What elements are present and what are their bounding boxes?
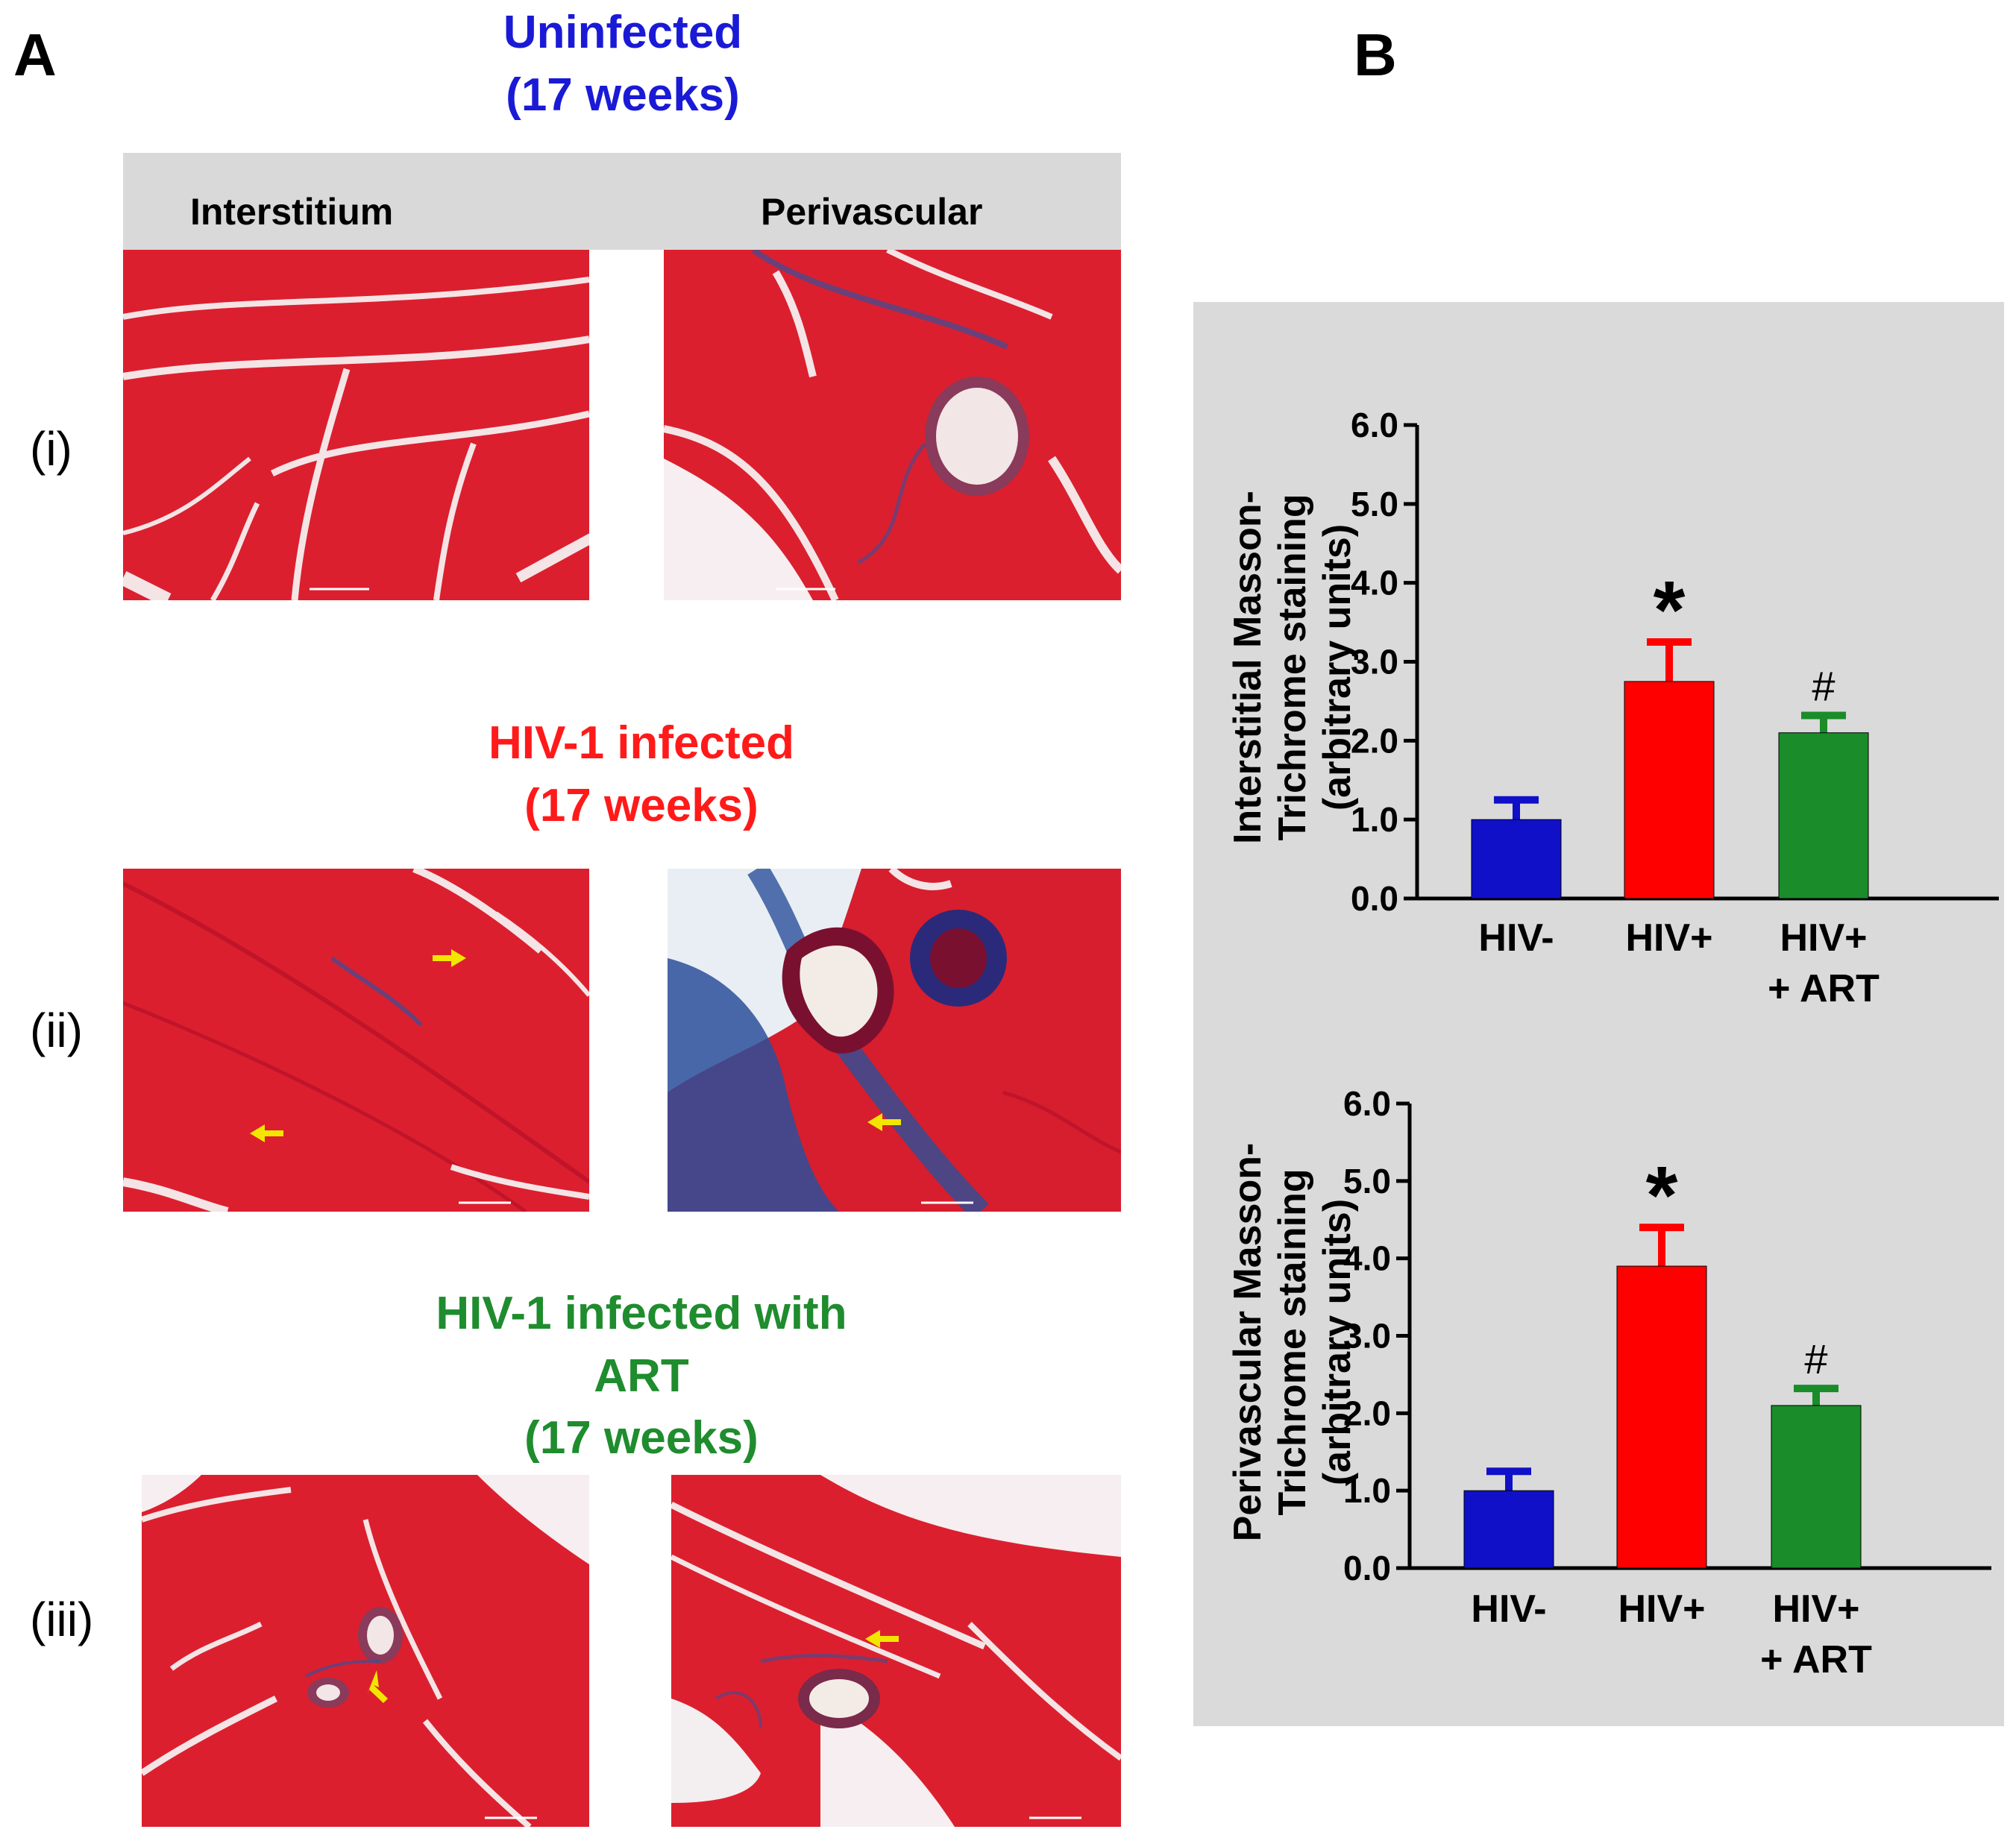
y-tick-label: 6.0	[1351, 406, 1398, 444]
micrograph-uninfected-interstitium	[123, 250, 589, 600]
micrograph-hiv-interstitium	[123, 869, 589, 1212]
y-tick-label: 2.0	[1343, 1394, 1391, 1432]
charts-svg: Interstitial Masson-Trichrome staining(a…	[1226, 406, 1999, 1681]
y-tick-label: 3.0	[1351, 643, 1398, 682]
significance-hash: #	[1812, 662, 1835, 709]
y-axis-label-line: (arbitrary units)	[1316, 524, 1359, 811]
column-header-band	[123, 153, 1121, 250]
y-axis-label-line: Trichrome staining	[1271, 1168, 1314, 1515]
y-axis-label: Perivascular Masson-Trichrome staining(a…	[1226, 1143, 1359, 1542]
row-label-i: (i)	[30, 422, 72, 476]
bar-hiv-	[1624, 681, 1715, 899]
row-label-ii: (ii)	[30, 1004, 84, 1057]
x-tick-label: HIV-	[1478, 916, 1554, 960]
y-tick-label: 2.0	[1351, 721, 1398, 760]
y-axis-label-line: Perivascular Masson-	[1226, 1143, 1269, 1542]
x-tick-label: HIV+	[1625, 916, 1712, 960]
significance-star: *	[1654, 564, 1686, 656]
panel-a-letter: A	[13, 22, 57, 88]
micrograph-hiv-perivascular	[668, 869, 1121, 1212]
group-title-hiv-art: HIV-1 infected with ART (17 weeks)	[436, 1288, 847, 1464]
x-tick-label-line: HIV+	[1772, 1587, 1859, 1631]
micrograph-art-perivascular	[671, 1475, 1121, 1827]
y-tick-label: 5.0	[1343, 1162, 1391, 1200]
bar-hiv-	[1616, 1265, 1707, 1569]
y-tick-label: 5.0	[1351, 485, 1398, 523]
x-tick-label-line: HIV-	[1471, 1587, 1546, 1631]
micrograph-uninfected-perivascular	[664, 250, 1121, 600]
y-axis-label-line: Trichrome staining	[1271, 494, 1314, 840]
significance-star: *	[1646, 1150, 1678, 1241]
x-tick-label: HIV+ + ART	[1768, 916, 1880, 1010]
x-tick-label-line: HIV+	[1625, 916, 1712, 960]
bar-hiv-art	[1778, 732, 1869, 899]
micrograph-art-interstitium	[142, 1475, 589, 1827]
y-tick-label: 3.0	[1343, 1317, 1391, 1356]
y-tick-label: 6.0	[1343, 1084, 1391, 1123]
x-tick-label-line: HIV+	[1780, 916, 1867, 960]
x-tick-label: HIV-	[1471, 1587, 1546, 1631]
y-tick-label: 0.0	[1351, 879, 1398, 918]
group-title-hiv-infected: HIV-1 infected (17 weeks)	[489, 717, 794, 831]
panel-b-letter: B	[1354, 22, 1397, 88]
x-tick-label-line: HIV-	[1478, 916, 1554, 960]
y-axis-label-line: Interstitial Masson-	[1226, 491, 1269, 844]
y-tick-label: 0.0	[1343, 1549, 1391, 1587]
group-title-uninfected: Uninfected (17 weeks)	[503, 7, 743, 121]
bar-hiv-	[1471, 819, 1562, 899]
row-label-iii: (iii)	[30, 1593, 94, 1646]
x-tick-label: HIV+ + ART	[1760, 1587, 1872, 1681]
column-header-perivascular: Perivascular	[761, 191, 983, 233]
y-tick-label: 4.0	[1343, 1239, 1391, 1278]
chart-panel: Interstitial Masson-Trichrome staining(a…	[1193, 302, 2004, 1726]
x-tick-label-line: + ART	[1760, 1638, 1872, 1681]
y-tick-label: 4.0	[1351, 564, 1398, 602]
y-tick-label: 1.0	[1343, 1471, 1391, 1510]
significance-hash: #	[1804, 1335, 1827, 1382]
x-tick-label: HIV+	[1618, 1587, 1705, 1631]
y-axis-label-line: (arbitrary units)	[1316, 1199, 1359, 1485]
bar-chart-2: Perivascular Masson-Trichrome staining(a…	[1226, 1084, 1991, 1681]
bar-hiv-	[1463, 1490, 1554, 1569]
bar-chart-1: Interstitial Masson-Trichrome staining(a…	[1226, 406, 1999, 1010]
x-tick-label-line: + ART	[1768, 967, 1880, 1010]
y-tick-label: 1.0	[1351, 800, 1398, 839]
x-tick-label-line: HIV+	[1618, 1587, 1705, 1631]
bar-hiv-art	[1771, 1405, 1862, 1569]
column-header-interstitium: Interstitium	[190, 191, 394, 233]
y-axis-label: Interstitial Masson-Trichrome staining(a…	[1226, 491, 1359, 844]
